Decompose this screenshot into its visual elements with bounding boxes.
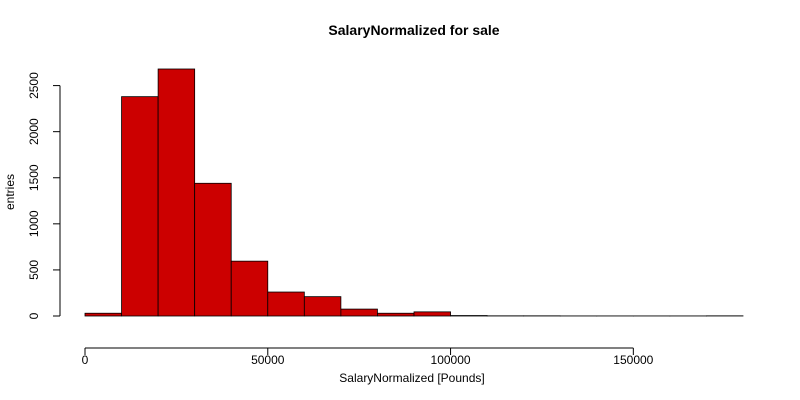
chart-title: SalaryNormalized for sale [328,22,499,38]
x-tick-label: 150000 [613,353,653,367]
histogram-bar [157,68,196,317]
y-tick-label: 0 [27,312,41,319]
x-tick-label: 0 [82,353,89,367]
y-axis-ticks: 0 500 1000 1500 2000 2500 [27,72,60,319]
histogram-bar [340,308,378,317]
bars-group [84,68,744,317]
x-tick-label: 50000 [251,353,285,367]
y-tick-label: 500 [27,260,41,280]
histogram-bar [377,312,415,317]
histogram-bar [413,311,451,317]
x-axis-ticks: 0 50000 100000 150000 [82,348,654,367]
x-axis-label: SalaryNormalized [Pounds] [339,371,484,385]
x-tick-label: 100000 [431,353,471,367]
histogram-bar [267,291,305,317]
y-tick-label: 2000 [27,118,41,145]
y-tick-label: 1000 [27,210,41,237]
histogram-bar [194,182,232,317]
histogram-bar [84,312,122,317]
histogram-bar [230,260,269,317]
y-tick-label: 1500 [27,164,41,191]
histogram-bar [303,296,342,317]
y-axis-label: entries [3,174,17,210]
histogram-bar [121,96,159,317]
y-tick-label: 2500 [27,72,41,99]
